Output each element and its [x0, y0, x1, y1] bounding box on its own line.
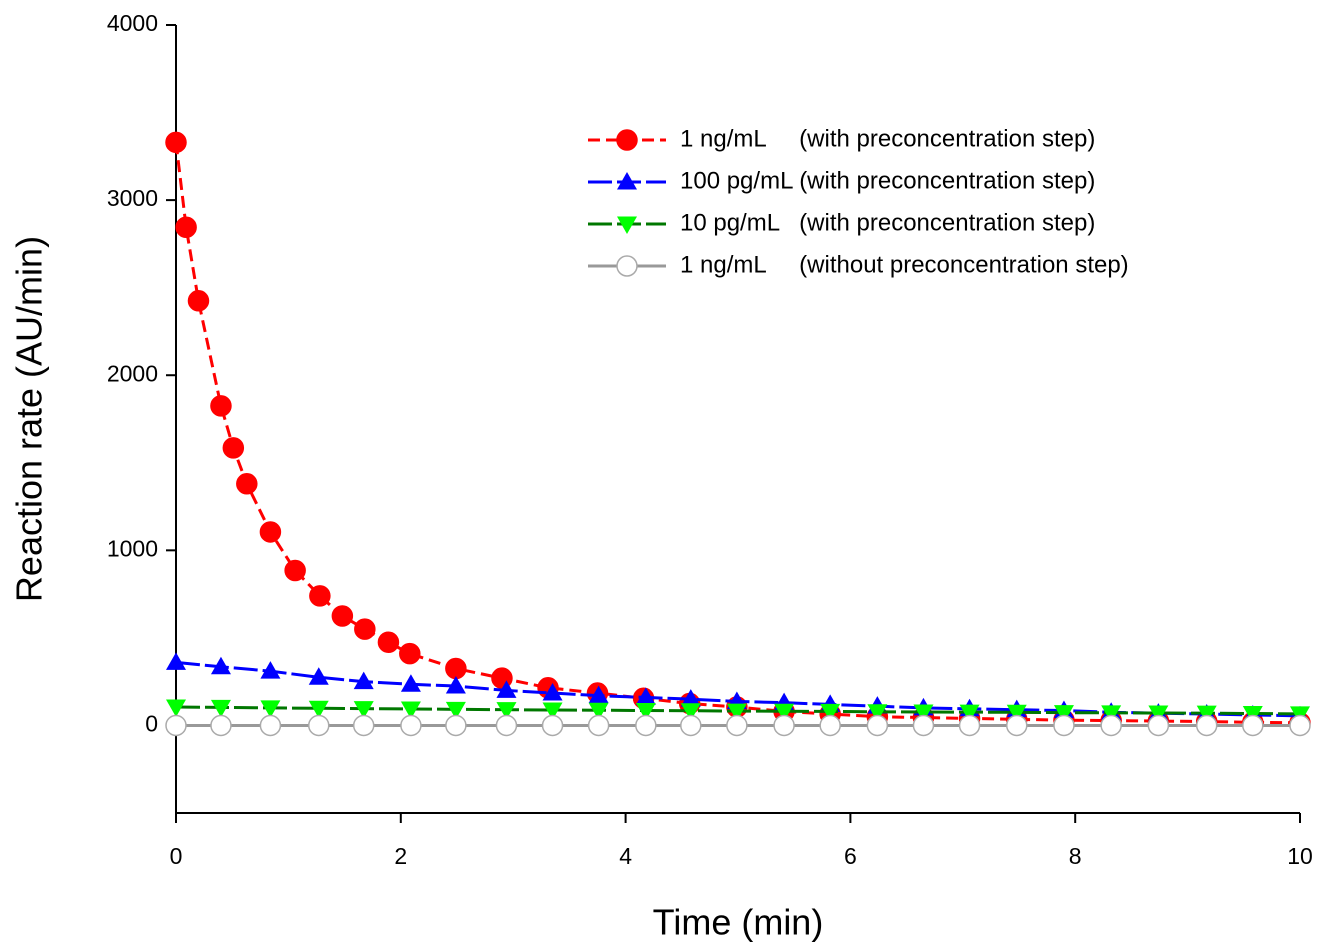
- marker: [445, 676, 466, 694]
- legend-label: 100 pg/mL (with preconcentration step): [680, 167, 1095, 194]
- marker: [912, 714, 935, 737]
- marker: [166, 699, 186, 718]
- marker: [617, 216, 637, 234]
- y-tick-label: 1000: [107, 535, 158, 561]
- marker: [1147, 714, 1170, 737]
- marker: [400, 674, 421, 692]
- marker: [819, 714, 841, 737]
- marker: [1100, 714, 1122, 737]
- y-axis-title: Reaction rate (AU/min): [9, 236, 50, 602]
- marker: [331, 605, 354, 627]
- marker: [617, 172, 637, 190]
- y-tick-label: 2000: [107, 360, 158, 386]
- marker: [210, 656, 231, 675]
- marker: [354, 618, 376, 640]
- marker: [400, 701, 421, 719]
- marker: [680, 689, 701, 707]
- marker: [773, 714, 795, 737]
- marker: [496, 680, 517, 698]
- marker: [635, 687, 656, 705]
- marker: [352, 714, 375, 737]
- marker: [400, 714, 422, 737]
- marker: [496, 702, 517, 720]
- marker: [210, 714, 232, 737]
- marker: [680, 714, 702, 737]
- legend-label: 1 ng/mL (with preconcentration step): [680, 125, 1095, 152]
- marker: [445, 714, 467, 737]
- marker: [1195, 714, 1218, 737]
- marker: [445, 701, 466, 720]
- marker: [1148, 705, 1169, 724]
- marker: [259, 521, 282, 543]
- marker: [587, 714, 610, 737]
- marker: [1053, 714, 1075, 737]
- marker: [542, 702, 563, 721]
- legend-label: 10 pg/mL (with preconcentration step): [680, 209, 1095, 236]
- marker: [309, 585, 331, 607]
- marker: [210, 699, 231, 718]
- marker: [616, 129, 638, 151]
- marker: [260, 700, 281, 718]
- x-tick-label: 0: [170, 843, 183, 869]
- marker: [1006, 714, 1028, 737]
- marker: [866, 714, 889, 737]
- marker: [820, 703, 841, 722]
- x-tick-label: 8: [1069, 843, 1082, 869]
- x-tick-label: 10: [1287, 843, 1313, 869]
- y-tick-label: 3000: [107, 185, 158, 211]
- marker: [210, 395, 232, 417]
- series: [166, 699, 1310, 724]
- marker: [175, 216, 197, 239]
- marker: [353, 701, 374, 719]
- marker: [913, 704, 934, 722]
- marker: [635, 714, 657, 737]
- marker: [542, 683, 563, 701]
- marker: [1053, 705, 1074, 723]
- marker: [399, 642, 421, 665]
- marker: [260, 661, 281, 679]
- marker: [165, 714, 187, 737]
- y-tick-label: 4000: [107, 10, 158, 36]
- marker: [353, 671, 374, 690]
- marker: [588, 685, 609, 704]
- marker: [635, 703, 656, 721]
- marker: [308, 667, 329, 685]
- marker: [588, 702, 609, 721]
- marker: [726, 703, 747, 722]
- marker: [259, 714, 282, 737]
- marker: [166, 652, 186, 670]
- marker: [541, 714, 564, 737]
- marker: [867, 704, 888, 722]
- marker: [1196, 705, 1217, 724]
- marker: [165, 131, 187, 154]
- y-tick-label: 0: [145, 711, 158, 737]
- marker: [236, 473, 258, 495]
- marker: [445, 657, 467, 680]
- series: [165, 714, 1311, 737]
- marker: [308, 700, 329, 719]
- marker: [1242, 714, 1264, 737]
- marker: [680, 703, 701, 721]
- x-tick-label: 6: [844, 843, 857, 869]
- marker: [187, 290, 210, 312]
- marker: [377, 631, 400, 654]
- marker: [1006, 704, 1027, 723]
- marker: [726, 714, 748, 737]
- marker: [958, 714, 981, 737]
- marker: [1101, 705, 1122, 723]
- x-tick-label: 4: [619, 843, 632, 869]
- marker: [616, 255, 638, 277]
- marker: [222, 437, 245, 459]
- marker: [1289, 714, 1311, 737]
- marker: [307, 714, 330, 737]
- x-tick-label: 2: [394, 843, 407, 869]
- marker: [959, 704, 980, 723]
- marker: [284, 559, 306, 582]
- x-axis-title: Time (min): [653, 902, 824, 943]
- marker: [774, 703, 795, 722]
- marker: [495, 714, 518, 737]
- legend-label: 1 ng/mL (without preconcentration step): [680, 251, 1129, 278]
